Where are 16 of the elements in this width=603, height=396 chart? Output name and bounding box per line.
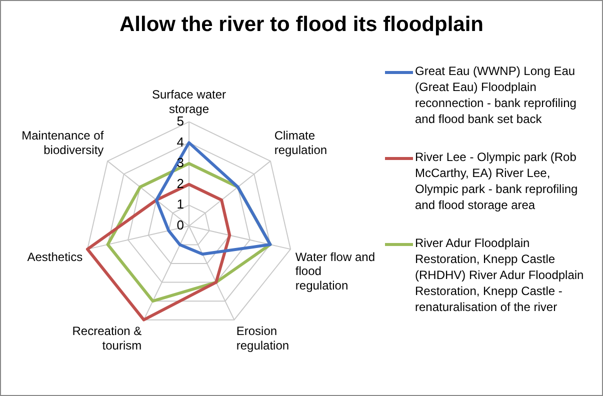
chart-title: Allow the river to flood its floodplain [118,13,484,37]
spoke-label: Erosion regulation [236,324,290,352]
spoke-label: Climate regulation [274,128,328,158]
spoke-label: Surface water storage [152,88,226,116]
y-tick-label: 2 [176,176,184,191]
y-tick-label: 5 [176,113,184,128]
y-tick-label: 0 [176,218,184,233]
spoke-label: Maintenance of biodiversity [22,128,104,158]
y-tick-label: 1 [176,196,184,212]
y-tick-label: 4 [176,134,184,150]
legend-label: River Lee - Olympic park (Rob McCarthy, EA) River Lee, Olympic park - bank reprofiling and flood storage area [415,149,579,213]
spoke-label: Water flow and flood regulation [295,250,376,293]
spoke-label: Recreation & tourism [72,324,142,352]
legend-label: River Adur Floodplain Restoration, Knepp Castle (RHDHV) River Adur Floodplain Restoration, Knepp Castle - renaturalisation of the river [415,235,585,315]
legend-label: Great Eau (WWNP) Long Eau (Great Eau) Floodplain reconnection - bank reprofiling and flood bank set back [415,63,578,127]
spoke-label: Aesthetics [27,250,83,264]
